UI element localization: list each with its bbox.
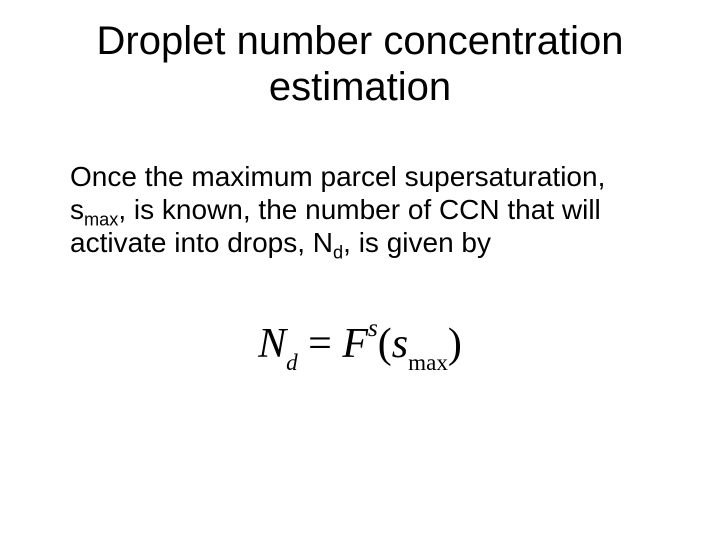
slide-body-text: Once the maximum parcel supersaturation,…	[70, 160, 650, 259]
eq-equals: =	[298, 321, 343, 367]
title-line-2: estimation	[269, 65, 451, 109]
eq-s-var: s	[392, 321, 408, 367]
eq-max-sub: max	[408, 349, 448, 375]
title-line-1: Droplet number concentration	[97, 19, 624, 63]
body-text-post: , is given by	[343, 227, 491, 258]
eq-N: N	[258, 321, 286, 367]
eq-F: F	[342, 321, 368, 367]
slide-title: Droplet number concentration estimation	[0, 18, 720, 110]
eq-open-paren: (	[378, 321, 392, 367]
eq-s-sup: s	[368, 315, 378, 342]
equation-inner: Nd = Fs(smax)	[258, 320, 462, 372]
eq-close-paren: )	[448, 321, 462, 367]
body-nd-sub: d	[333, 243, 343, 263]
equation: Nd = Fs(smax)	[0, 320, 720, 372]
slide: Droplet number concentration estimation …	[0, 0, 720, 540]
eq-d-sub: d	[286, 349, 298, 375]
